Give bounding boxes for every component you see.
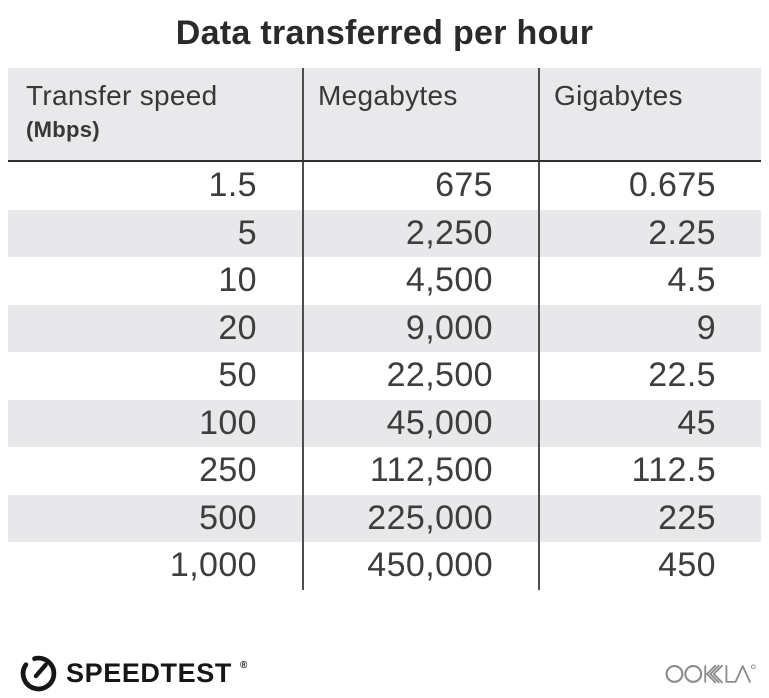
- cell-gigabytes: 450: [538, 542, 761, 590]
- cell-megabytes: 675: [302, 162, 538, 210]
- column-header-transfer-speed: Transfer speed (Mbps): [8, 68, 302, 160]
- table-row: 10 4,500 4.5: [8, 257, 761, 305]
- table-row: 1.5 675 0.675: [8, 162, 761, 210]
- cell-transfer-speed: 100: [199, 403, 257, 442]
- speedtest-logo: SPEEDTEST ®: [18, 653, 247, 694]
- cell-megabytes: 2,250: [302, 209, 538, 257]
- table-row: 250 112,500 112.5: [8, 447, 761, 495]
- cell-gigabytes: 2.25: [538, 209, 761, 257]
- table-row: 5 2,250 2.25: [8, 209, 761, 257]
- column-header-label: Transfer speed: [26, 80, 218, 111]
- ookla-wordmark-icon: [665, 663, 756, 683]
- table-row: 1,000 450,000 450: [8, 542, 761, 590]
- column-header-megabytes: Megabytes: [302, 68, 538, 160]
- cell-gigabytes: 22.5: [538, 352, 761, 400]
- cell-transfer-speed: 1.5: [208, 166, 257, 205]
- column-header-label: Megabytes: [318, 80, 458, 111]
- cell-megabytes: 9,000: [302, 304, 538, 352]
- table-row: 100 45,000 45: [8, 399, 761, 447]
- cell-gigabytes: 45: [538, 399, 761, 447]
- speedtest-wordmark: SPEEDTEST: [66, 657, 232, 688]
- table-row: 20 9,000 9: [8, 304, 761, 352]
- cell-megabytes: 450,000: [302, 542, 538, 590]
- footer: SPEEDTEST ®: [18, 649, 758, 697]
- cell-megabytes: 22,500: [302, 352, 538, 400]
- cell-gigabytes: 225: [538, 494, 761, 542]
- cell-gigabytes: 4.5: [538, 257, 761, 305]
- cell-transfer-speed: 50: [218, 356, 257, 395]
- table-row: 50 22,500 22.5: [8, 352, 761, 400]
- cell-megabytes: 4,500: [302, 257, 538, 305]
- cell-transfer-speed: 250: [199, 451, 257, 490]
- cell-transfer-speed: 10: [218, 261, 257, 300]
- cell-transfer-speed: 20: [218, 308, 257, 347]
- cell-gigabytes: 9: [538, 304, 761, 352]
- cell-megabytes: 225,000: [302, 494, 538, 542]
- table-row: 500 225,000 225: [8, 494, 761, 542]
- data-table: Transfer speed (Mbps) Megabytes Gigabyte…: [8, 68, 761, 590]
- column-header-label: Gigabytes: [554, 80, 683, 111]
- page-title: Data transferred per hour: [175, 14, 594, 52]
- registered-mark: ®: [239, 659, 248, 671]
- cell-transfer-speed: 500: [199, 498, 257, 537]
- cell-gigabytes: 112.5: [538, 447, 761, 495]
- cell-transfer-speed: 5: [237, 213, 257, 252]
- registered-mark: [750, 663, 756, 669]
- column-header-sublabel: (Mbps): [26, 117, 100, 143]
- speedtest-gauge-icon: [20, 655, 57, 691]
- ookla-logo: [665, 661, 758, 686]
- cell-transfer-speed: 1,000: [169, 546, 257, 585]
- cell-gigabytes: 0.675: [538, 162, 761, 210]
- column-header-gigabytes: Gigabytes: [538, 68, 761, 160]
- table-header-row: Transfer speed (Mbps) Megabytes Gigabyte…: [8, 68, 761, 162]
- cell-megabytes: 45,000: [302, 399, 538, 447]
- cell-megabytes: 112,500: [302, 447, 538, 495]
